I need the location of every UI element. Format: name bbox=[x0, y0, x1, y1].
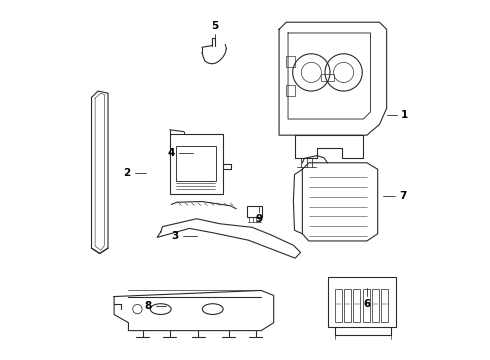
Text: 1: 1 bbox=[401, 111, 408, 121]
Bar bbox=[286, 85, 295, 96]
Text: 8: 8 bbox=[145, 301, 152, 311]
Bar bbox=[328, 277, 396, 327]
Text: 6: 6 bbox=[363, 299, 370, 309]
Bar bbox=[176, 145, 216, 181]
Bar bbox=[321, 74, 334, 81]
Text: 3: 3 bbox=[172, 231, 179, 240]
Bar bbox=[335, 289, 342, 321]
Text: 5: 5 bbox=[211, 21, 218, 31]
Text: 4: 4 bbox=[168, 148, 175, 158]
Text: 9: 9 bbox=[256, 215, 263, 224]
Bar bbox=[286, 56, 295, 67]
Text: 2: 2 bbox=[123, 168, 130, 178]
Bar bbox=[381, 289, 389, 321]
Text: 7: 7 bbox=[399, 191, 407, 201]
Bar bbox=[247, 206, 262, 217]
Bar bbox=[170, 134, 223, 194]
Bar bbox=[353, 289, 361, 321]
Bar bbox=[372, 289, 379, 321]
Bar bbox=[363, 289, 370, 321]
Bar bbox=[344, 289, 351, 321]
